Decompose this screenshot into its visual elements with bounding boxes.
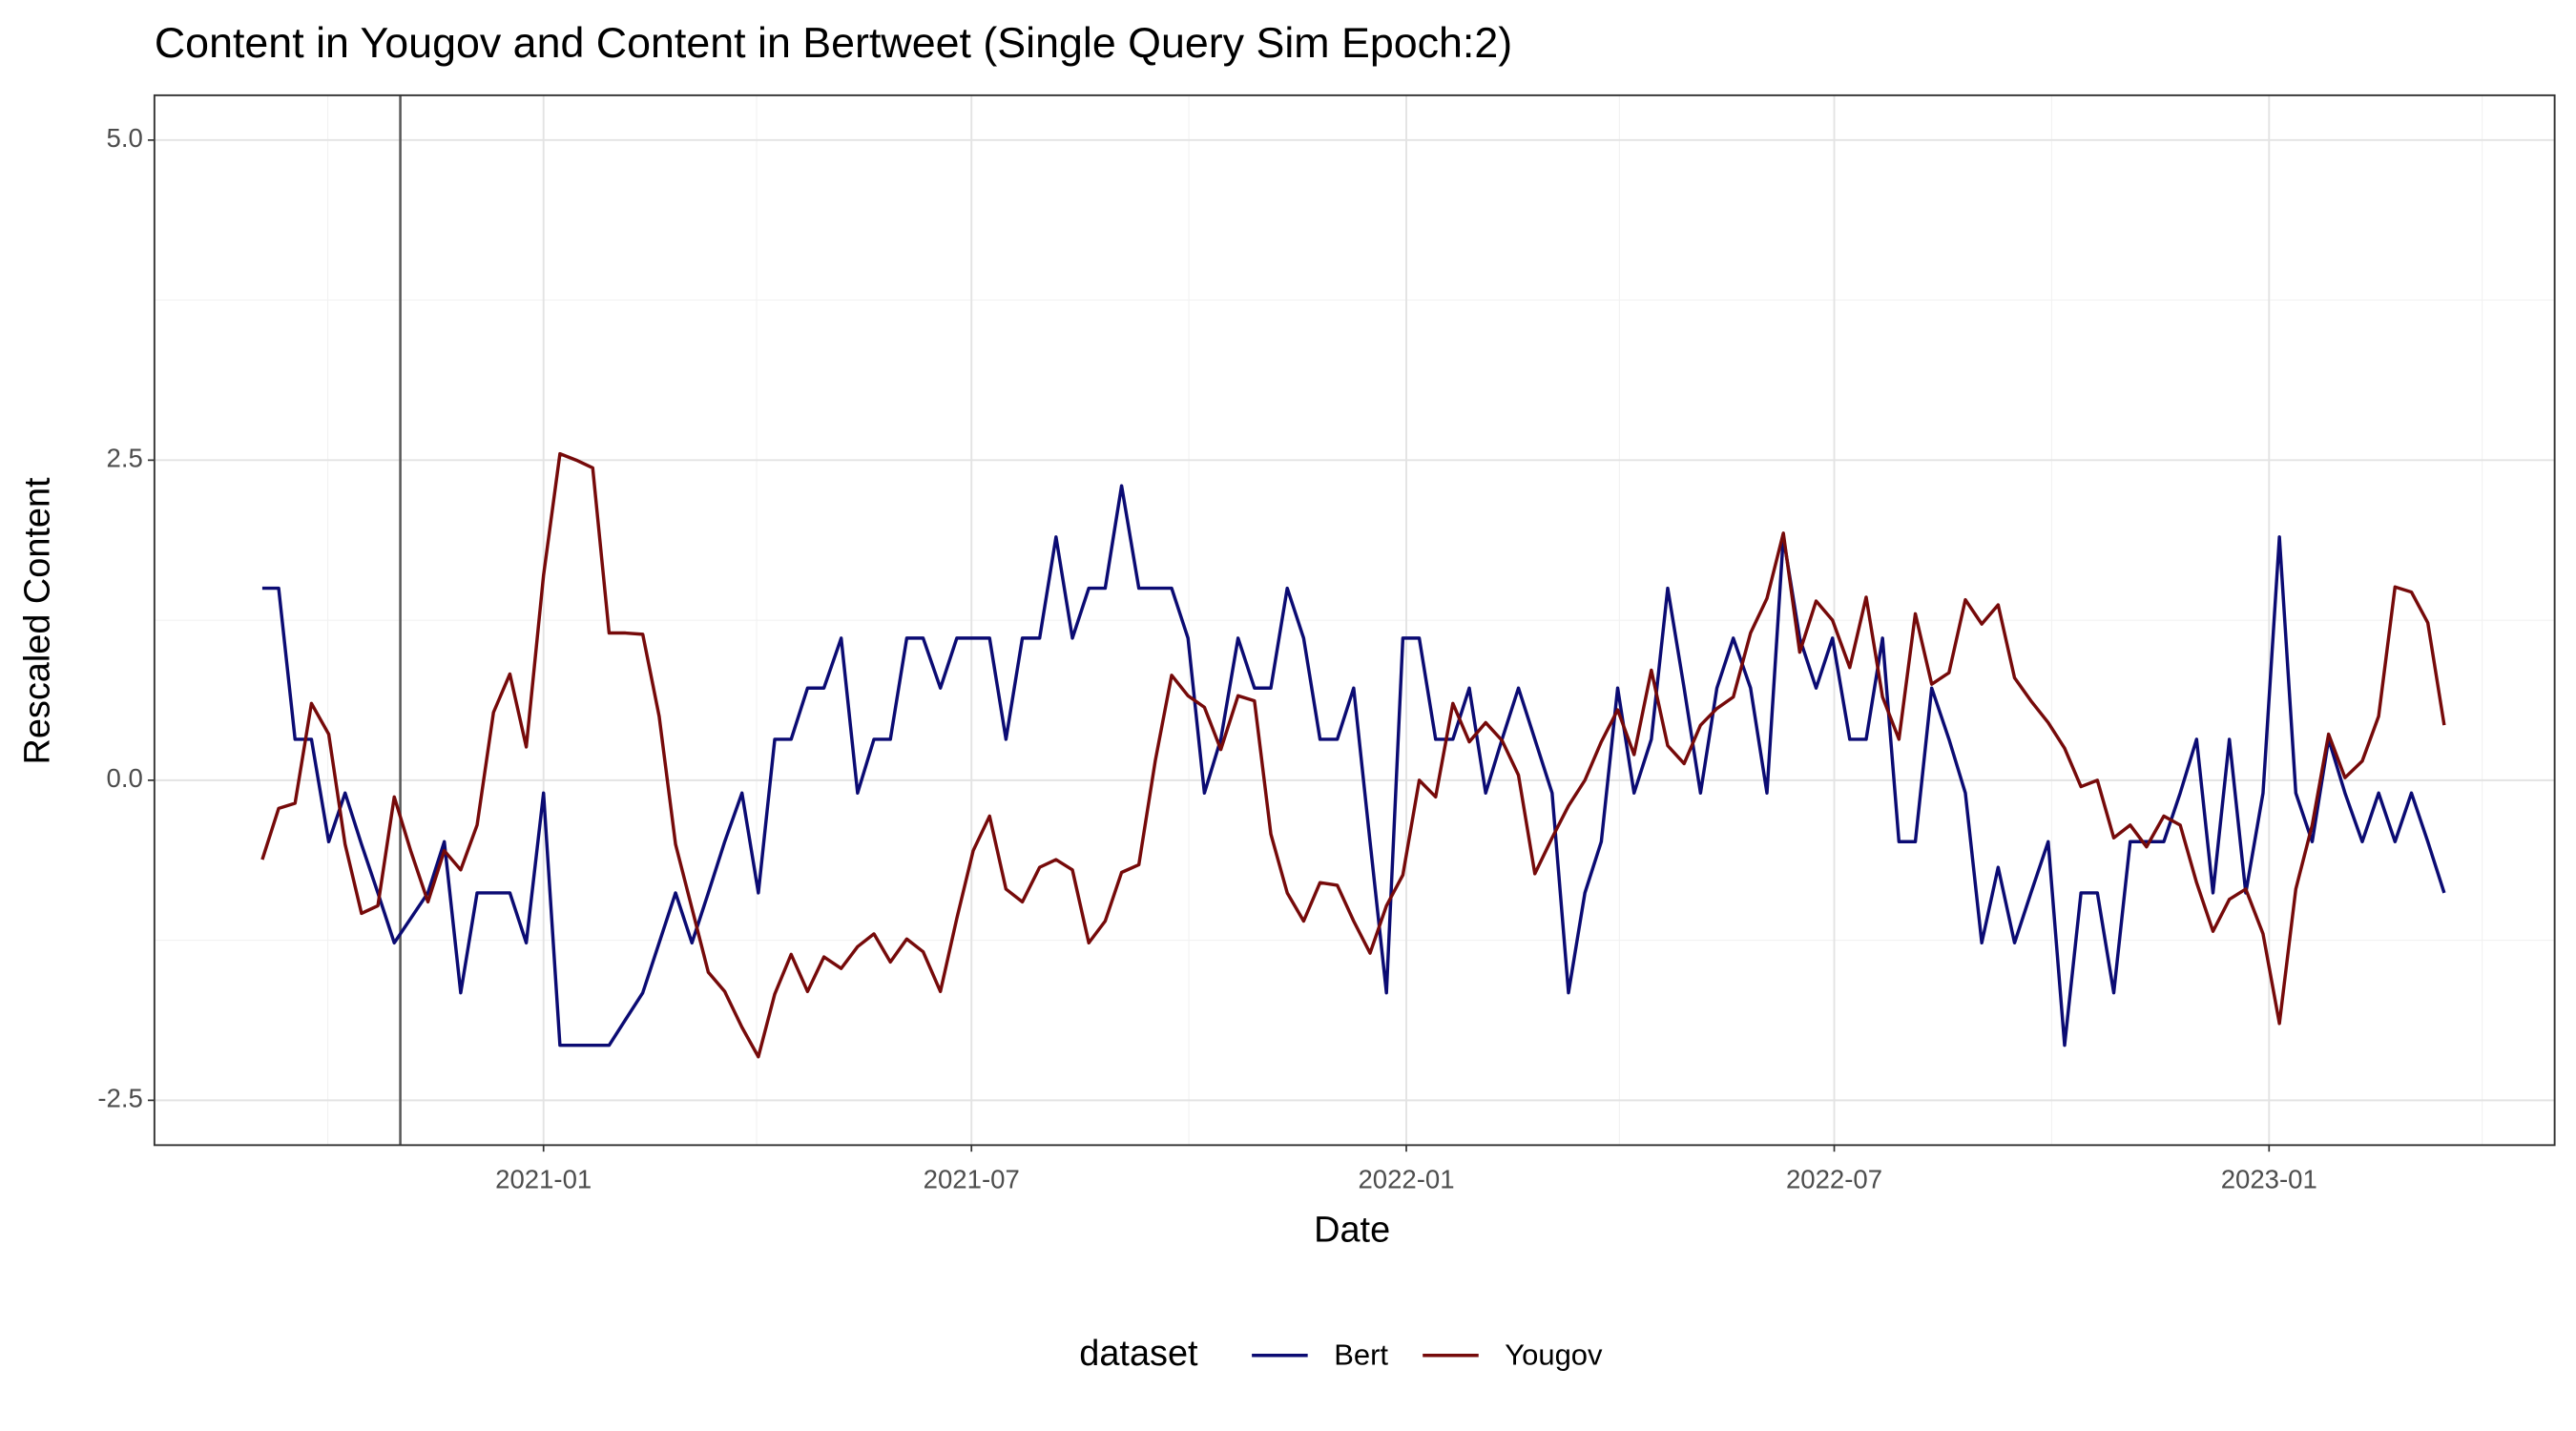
plot-border	[153, 93, 2556, 1147]
x-tick-label: 2022-01	[1358, 1165, 1454, 1194]
series-line	[260, 451, 2446, 1059]
x-tick-label: 2021-01	[495, 1165, 592, 1194]
y-tick-label: -2.5	[97, 1084, 142, 1113]
y-tick-label: 2.5	[107, 444, 143, 473]
y-tick-label: 0.0	[107, 763, 143, 793]
chart-title: Content in Yougov and Content in Bertwee…	[155, 19, 1512, 67]
y-tick-label: 5.0	[107, 123, 143, 153]
series-line	[261, 484, 2446, 1047]
y-axis-label: Rescaled Content	[17, 477, 57, 765]
x-tick-label: 2021-07	[924, 1165, 1020, 1194]
x-tick-label: 2022-07	[1786, 1165, 1882, 1194]
legend-label: Bert	[1334, 1338, 1388, 1372]
x-tick-label: 2023-01	[2221, 1165, 2317, 1194]
legend-label: Yougov	[1505, 1338, 1603, 1372]
legend-title: dataset	[1079, 1334, 1198, 1374]
x-axis-label: Date	[1314, 1211, 1390, 1251]
